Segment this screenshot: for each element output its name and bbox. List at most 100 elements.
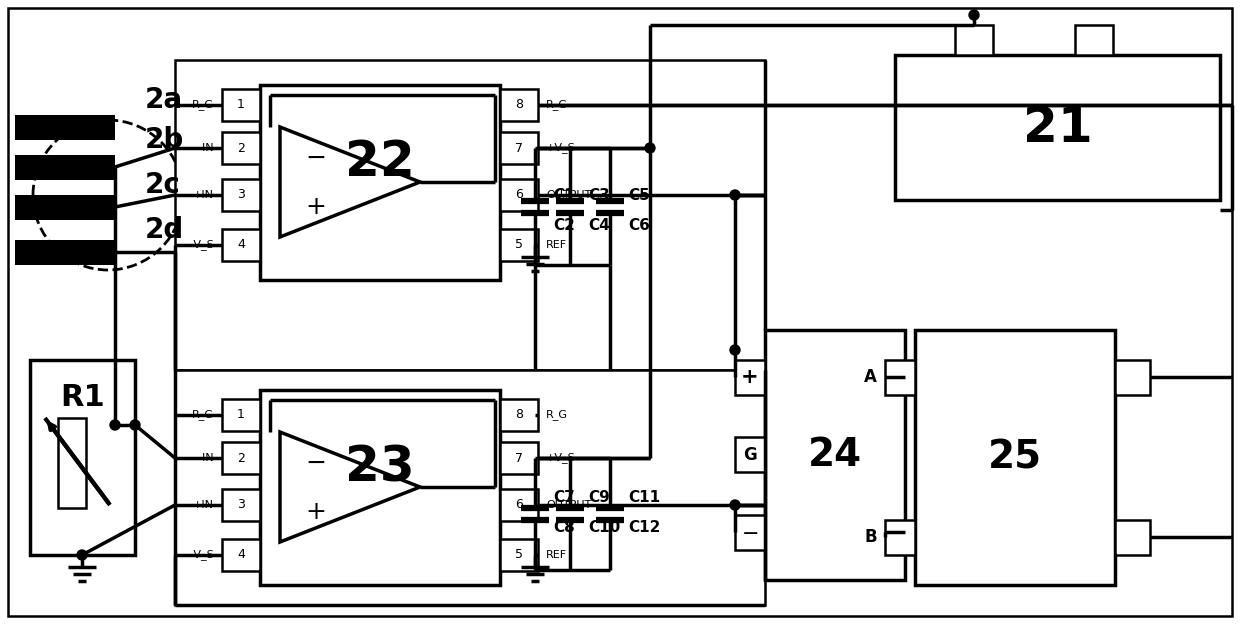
FancyBboxPatch shape — [895, 55, 1220, 200]
FancyBboxPatch shape — [500, 539, 538, 571]
Text: REF: REF — [546, 550, 567, 560]
Circle shape — [645, 143, 655, 153]
FancyBboxPatch shape — [222, 229, 260, 261]
Text: C5: C5 — [627, 187, 650, 203]
Text: C9: C9 — [588, 490, 610, 505]
Text: R_G: R_G — [192, 100, 215, 110]
Text: C10: C10 — [588, 520, 620, 535]
Text: OUTPUT: OUTPUT — [546, 500, 591, 510]
Text: C8: C8 — [553, 520, 575, 535]
FancyBboxPatch shape — [222, 179, 260, 211]
FancyBboxPatch shape — [915, 330, 1115, 585]
Text: OUTPUT: OUTPUT — [546, 190, 591, 200]
Text: B: B — [864, 528, 877, 546]
FancyBboxPatch shape — [765, 330, 905, 580]
FancyBboxPatch shape — [1115, 520, 1149, 555]
Text: 22: 22 — [345, 139, 415, 187]
Text: 24: 24 — [808, 436, 862, 474]
FancyBboxPatch shape — [260, 390, 500, 585]
Text: 25: 25 — [988, 439, 1042, 477]
FancyBboxPatch shape — [175, 60, 765, 370]
Text: 8: 8 — [515, 99, 523, 112]
Circle shape — [110, 420, 120, 430]
Text: $+$: $+$ — [305, 195, 325, 219]
Circle shape — [730, 190, 740, 200]
Text: 2: 2 — [237, 142, 246, 155]
Text: -V_S: -V_S — [190, 240, 215, 250]
FancyBboxPatch shape — [15, 240, 115, 265]
Text: -IN: -IN — [198, 453, 215, 463]
Text: +V_S: +V_S — [546, 452, 575, 464]
Text: 6: 6 — [515, 188, 523, 202]
FancyBboxPatch shape — [500, 132, 538, 164]
Text: 5: 5 — [515, 548, 523, 562]
FancyBboxPatch shape — [500, 442, 538, 474]
FancyBboxPatch shape — [222, 399, 260, 431]
Text: 1: 1 — [237, 99, 246, 112]
FancyBboxPatch shape — [500, 489, 538, 521]
Text: R_G: R_G — [546, 100, 568, 110]
Text: 2c: 2c — [145, 171, 181, 199]
FancyBboxPatch shape — [15, 195, 115, 220]
Circle shape — [130, 420, 140, 430]
FancyBboxPatch shape — [500, 399, 538, 431]
FancyBboxPatch shape — [222, 89, 260, 121]
Text: 2a: 2a — [145, 86, 184, 114]
FancyBboxPatch shape — [735, 515, 765, 550]
Text: C4: C4 — [588, 218, 610, 233]
Text: 2: 2 — [237, 452, 246, 464]
FancyBboxPatch shape — [500, 89, 538, 121]
FancyBboxPatch shape — [175, 370, 765, 605]
Text: G: G — [743, 446, 756, 464]
FancyBboxPatch shape — [58, 418, 86, 508]
Text: C1: C1 — [553, 187, 574, 203]
FancyBboxPatch shape — [222, 489, 260, 521]
Text: +IN: +IN — [193, 190, 215, 200]
Text: R1: R1 — [60, 384, 105, 412]
Circle shape — [730, 345, 740, 355]
FancyBboxPatch shape — [222, 132, 260, 164]
Circle shape — [77, 550, 87, 560]
FancyBboxPatch shape — [885, 520, 915, 555]
FancyBboxPatch shape — [15, 155, 115, 180]
Text: C7: C7 — [553, 490, 575, 505]
Text: R_G: R_G — [546, 409, 568, 421]
Text: $-$: $-$ — [305, 145, 325, 169]
Text: -V_S: -V_S — [190, 550, 215, 560]
Text: 4: 4 — [237, 548, 246, 562]
Text: 1: 1 — [237, 409, 246, 421]
FancyBboxPatch shape — [1115, 360, 1149, 395]
Text: 23: 23 — [345, 444, 415, 492]
Text: $-$: $-$ — [305, 450, 325, 474]
Text: 3: 3 — [237, 499, 246, 512]
Text: 2b: 2b — [145, 126, 185, 154]
Text: C3: C3 — [588, 187, 610, 203]
Text: R_G: R_G — [192, 409, 215, 421]
FancyBboxPatch shape — [955, 25, 993, 55]
FancyBboxPatch shape — [222, 539, 260, 571]
Text: +: + — [742, 367, 759, 387]
FancyBboxPatch shape — [735, 437, 765, 472]
FancyBboxPatch shape — [7, 8, 1233, 616]
Text: 5: 5 — [515, 238, 523, 251]
FancyBboxPatch shape — [885, 360, 915, 395]
Text: 6: 6 — [515, 499, 523, 512]
FancyBboxPatch shape — [735, 360, 765, 395]
Text: 7: 7 — [515, 142, 523, 155]
Text: +V_S: +V_S — [546, 142, 575, 154]
Text: 3: 3 — [237, 188, 246, 202]
Circle shape — [968, 10, 980, 20]
Text: C6: C6 — [627, 218, 650, 233]
Text: 7: 7 — [515, 452, 523, 464]
FancyBboxPatch shape — [260, 85, 500, 280]
FancyBboxPatch shape — [500, 229, 538, 261]
FancyBboxPatch shape — [1075, 25, 1114, 55]
Text: C12: C12 — [627, 520, 661, 535]
FancyBboxPatch shape — [222, 442, 260, 474]
Text: -IN: -IN — [198, 143, 215, 153]
Text: REF: REF — [546, 240, 567, 250]
Text: 2d: 2d — [145, 216, 185, 244]
Text: C11: C11 — [627, 490, 660, 505]
Text: 21: 21 — [1023, 104, 1092, 152]
Text: $-$: $-$ — [742, 522, 759, 542]
